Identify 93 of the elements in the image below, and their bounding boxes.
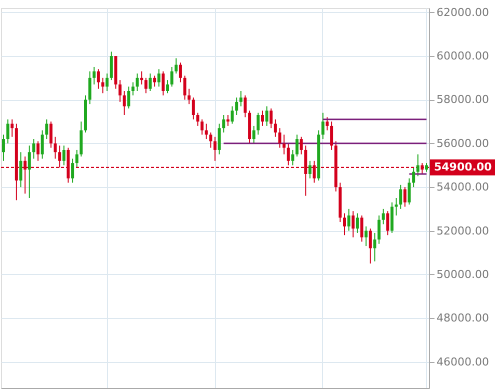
candlestick (274, 118, 277, 138)
y-tick-label: 48000.00 (436, 312, 489, 325)
candlestick (54, 136, 57, 160)
candlestick (230, 106, 234, 124)
candlestick (209, 132, 212, 148)
candlestick (352, 210, 355, 238)
candlestick (36, 140, 40, 162)
candlestick (196, 112, 200, 126)
candlestick (110, 51, 113, 81)
candlestick (88, 70, 92, 105)
candlestick (19, 152, 22, 188)
candlestick (157, 68, 160, 88)
candlestick (2, 134, 5, 162)
candlestick (416, 154, 420, 177)
candlestick (321, 112, 324, 140)
y-tick-label: 62000.00 (436, 6, 489, 19)
candlestick (40, 130, 44, 160)
candlestick (118, 80, 122, 102)
candlestick (49, 121, 52, 148)
candlestick (326, 116, 329, 131)
candlestick (122, 90, 126, 116)
candlestick (343, 212, 346, 236)
candlestick (300, 136, 303, 155)
candlestick (373, 232, 376, 262)
candlestick (166, 80, 170, 94)
candlestick (170, 66, 174, 88)
candlestick (32, 138, 36, 160)
candlestick (403, 186, 406, 208)
candlestick (226, 114, 230, 126)
candlestick (235, 97, 238, 116)
candlestick (412, 166, 416, 188)
ref-line-label: 54900.00 (434, 160, 492, 174)
candlestick (286, 142, 290, 166)
candlestick (162, 70, 165, 96)
candlestick (399, 184, 402, 210)
candlestick (144, 77, 148, 94)
candlestick (62, 145, 66, 166)
candlestick (204, 123, 208, 140)
candlestick (347, 208, 350, 232)
candlestick (92, 66, 96, 85)
candlestick (178, 62, 182, 83)
candlestick (71, 158, 74, 184)
y-tick-label: 54000.00 (436, 180, 489, 194)
y-tick-label: 52000.00 (436, 224, 489, 238)
y-tick-label: 58000.00 (436, 93, 489, 106)
candlestick (106, 73, 109, 92)
candlestick (140, 70, 144, 85)
candlestick (378, 214, 381, 244)
candlestick (256, 112, 260, 136)
candlestick (45, 118, 48, 140)
candlestick (394, 198, 398, 216)
candlestick (291, 149, 294, 166)
y-tick-label: 46000.00 (436, 355, 489, 368)
candlestick (265, 106, 268, 126)
candlestick (131, 82, 134, 96)
candlestick (296, 134, 299, 158)
candlestick (214, 136, 216, 162)
candlestick (127, 86, 130, 109)
candlestick (10, 118, 14, 138)
candlestick (252, 125, 256, 144)
candlestick (188, 88, 191, 105)
candlestick (308, 160, 312, 179)
candlestick (153, 75, 156, 88)
candlestick (101, 77, 104, 94)
candlestick (282, 134, 286, 155)
candlestick (360, 214, 364, 242)
candlestick (174, 58, 178, 74)
candlestick (200, 118, 204, 136)
candlestick (239, 90, 242, 107)
candlestick (408, 178, 411, 206)
candlestick (192, 97, 195, 120)
candlestick (356, 212, 359, 234)
candlestick (6, 118, 10, 144)
candlestick (368, 228, 372, 264)
candlestick (386, 210, 390, 236)
candlestick (218, 123, 221, 155)
candlestick (222, 114, 226, 133)
candlestick (270, 108, 273, 129)
candlestick (183, 75, 186, 100)
candlestick (364, 226, 368, 247)
candlestick (330, 121, 334, 150)
y-tick-label: 56000.00 (436, 136, 489, 150)
candlestick (260, 110, 264, 126)
candlestick (136, 73, 139, 92)
candlestick (75, 149, 78, 168)
candlestick (278, 128, 282, 148)
candlestick (244, 94, 247, 118)
candlestick (96, 68, 100, 90)
y-tick-label: 50000.00 (436, 268, 489, 281)
candlestick (382, 208, 385, 225)
candlestick (148, 73, 152, 92)
candlestick (28, 145, 31, 198)
y-tick-label: 60000.00 (436, 50, 489, 63)
